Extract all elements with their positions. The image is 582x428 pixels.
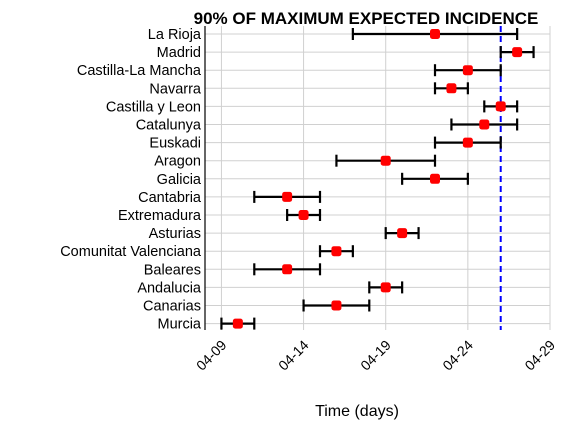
x-tick-label: 04-14	[275, 337, 312, 374]
data-point	[512, 47, 523, 58]
category-label: Asturias	[149, 226, 201, 242]
category-label: Navarra	[149, 81, 202, 97]
data-point	[331, 246, 342, 257]
category-label: Castilla y Leon	[106, 99, 201, 115]
category-labels: La Rioja Madrid Castilla-La Mancha Navarra C…	[60, 27, 202, 333]
data-point	[232, 318, 243, 329]
category-label: Baleares	[144, 262, 201, 278]
data-point	[446, 83, 457, 94]
category-label: Madrid	[157, 45, 201, 61]
category-label: Galicia	[157, 172, 202, 188]
category-label: Catalunya	[136, 118, 202, 134]
data-point	[331, 300, 342, 311]
category-label: Murcia	[157, 317, 201, 333]
x-tick-labels: 04-09 04-14 04-19 04-24 04-29	[193, 337, 558, 374]
data-point	[380, 155, 391, 166]
x-tick-label: 04-29	[521, 337, 558, 374]
data-point	[282, 191, 293, 202]
category-label: La Rioja	[148, 27, 202, 43]
category-label: Cantabria	[138, 190, 202, 206]
x-tick-label: 04-09	[193, 337, 230, 374]
data-point	[462, 65, 473, 76]
category-label: Euskadi	[149, 136, 201, 152]
data-point	[397, 228, 408, 239]
x-axis-title: Time (days)	[315, 403, 399, 420]
points-layer	[232, 29, 523, 329]
category-label: Extremadura	[118, 208, 202, 224]
x-tick-label: 04-19	[357, 337, 394, 374]
category-label: Comunitat Valenciana	[60, 244, 202, 260]
data-point	[462, 137, 473, 148]
data-point	[495, 101, 506, 112]
category-label: Canarias	[143, 299, 201, 315]
data-point	[298, 210, 309, 220]
x-tick-label: 04-24	[439, 337, 476, 374]
data-point	[479, 119, 490, 130]
category-label: Castilla-La Mancha	[77, 63, 202, 79]
data-point	[380, 282, 391, 293]
category-label: Andalucia	[137, 280, 202, 296]
data-point	[282, 264, 293, 275]
data-point	[430, 173, 440, 184]
grid-layer	[205, 26, 551, 330]
category-label: Aragon	[154, 154, 201, 170]
chart-title: 90% OF MAXIMUM EXPECTED INCIDENCE	[194, 9, 539, 28]
data-point	[430, 29, 440, 39]
